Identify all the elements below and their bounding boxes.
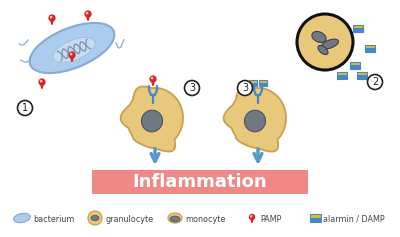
Ellipse shape xyxy=(53,37,95,63)
Polygon shape xyxy=(50,19,54,25)
Ellipse shape xyxy=(322,39,338,49)
Circle shape xyxy=(184,81,200,96)
Polygon shape xyxy=(121,87,183,151)
Circle shape xyxy=(50,16,52,18)
Text: 2: 2 xyxy=(372,77,378,87)
Polygon shape xyxy=(350,65,360,68)
Ellipse shape xyxy=(30,23,114,73)
Circle shape xyxy=(297,14,353,70)
Polygon shape xyxy=(259,80,267,83)
Ellipse shape xyxy=(318,46,328,55)
Circle shape xyxy=(40,81,42,82)
Polygon shape xyxy=(365,45,375,48)
Circle shape xyxy=(39,79,45,85)
Circle shape xyxy=(85,11,91,17)
Text: monocyte: monocyte xyxy=(185,214,225,223)
Text: granulocyte: granulocyte xyxy=(105,214,153,223)
Polygon shape xyxy=(249,80,257,83)
Polygon shape xyxy=(249,83,257,86)
Polygon shape xyxy=(224,87,286,151)
Polygon shape xyxy=(310,214,320,218)
Ellipse shape xyxy=(312,32,326,42)
Polygon shape xyxy=(151,80,155,86)
Polygon shape xyxy=(337,75,347,78)
Polygon shape xyxy=(86,15,90,21)
Polygon shape xyxy=(353,24,363,28)
Text: Inflammation: Inflammation xyxy=(133,173,267,191)
Polygon shape xyxy=(357,75,367,78)
Circle shape xyxy=(250,214,254,219)
Ellipse shape xyxy=(142,110,162,132)
Polygon shape xyxy=(353,28,363,32)
Text: bacterium: bacterium xyxy=(33,214,74,223)
Circle shape xyxy=(368,74,382,90)
Circle shape xyxy=(152,77,153,79)
Polygon shape xyxy=(365,48,375,51)
Text: 3: 3 xyxy=(242,83,248,93)
Circle shape xyxy=(251,216,252,217)
Circle shape xyxy=(49,15,55,21)
Ellipse shape xyxy=(91,215,99,221)
Polygon shape xyxy=(259,83,267,86)
Polygon shape xyxy=(40,83,44,89)
Text: alarmin / DAMP: alarmin / DAMP xyxy=(323,214,385,223)
Ellipse shape xyxy=(244,110,266,132)
Circle shape xyxy=(150,76,156,82)
Circle shape xyxy=(238,81,252,96)
Circle shape xyxy=(88,211,102,225)
Ellipse shape xyxy=(168,213,182,223)
Polygon shape xyxy=(70,56,74,62)
FancyBboxPatch shape xyxy=(92,170,308,194)
Polygon shape xyxy=(357,72,367,75)
Text: PAMP: PAMP xyxy=(260,214,281,223)
Circle shape xyxy=(70,54,72,55)
Polygon shape xyxy=(251,218,253,223)
Circle shape xyxy=(18,100,32,115)
Circle shape xyxy=(86,13,88,14)
Polygon shape xyxy=(350,61,360,65)
Polygon shape xyxy=(337,72,347,75)
Polygon shape xyxy=(310,218,320,222)
Ellipse shape xyxy=(14,213,30,223)
Circle shape xyxy=(69,52,75,58)
Text: 1: 1 xyxy=(22,103,28,113)
Text: 3: 3 xyxy=(189,83,195,93)
Ellipse shape xyxy=(170,216,180,222)
